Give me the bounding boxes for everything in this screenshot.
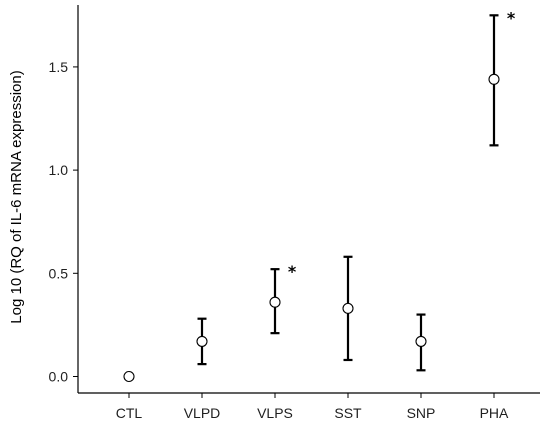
significance-marker: *	[288, 262, 297, 281]
x-tick-label: SST	[334, 405, 362, 421]
plot-area: **	[123, 8, 516, 383]
data-point	[196, 335, 208, 347]
data-point	[488, 73, 500, 85]
x-tick-label: VLPS	[257, 405, 293, 421]
data-point	[415, 335, 427, 347]
y-tick-label: 0.5	[49, 265, 69, 281]
x-tick-label: SNP	[407, 405, 436, 421]
x-tick-label: VLPD	[184, 405, 221, 421]
y-tick-label: 0.0	[49, 368, 69, 384]
axes: 0.0 0.5 1.0 1.5 CTL VLPD VLPS SST SNP PHA	[49, 5, 540, 421]
significance-marker: *	[507, 8, 516, 27]
x-tick-label: PHA	[480, 405, 509, 421]
y-tick-label: 1.5	[49, 59, 69, 75]
y-axis-title: Log 10 (RQ of IL-6 mRNA expression)	[8, 70, 25, 323]
x-tick-label: CTL	[116, 405, 143, 421]
data-point	[342, 302, 354, 314]
data-point	[123, 370, 135, 383]
data-point	[269, 296, 281, 308]
y-tick-label: 1.0	[49, 162, 69, 178]
